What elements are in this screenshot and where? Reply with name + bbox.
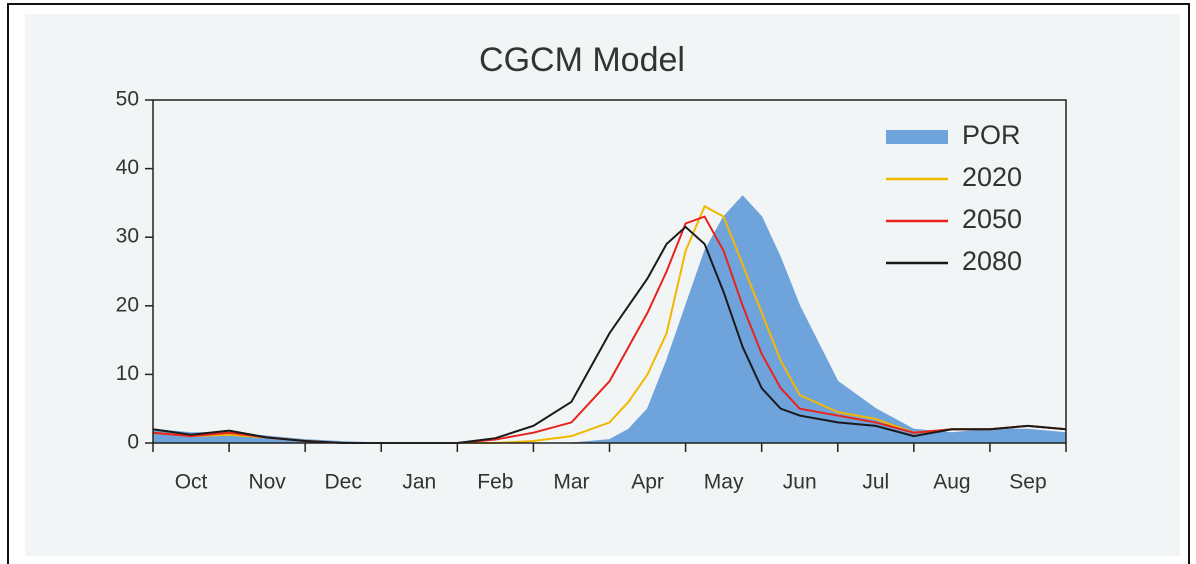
x-tick-label: Dec xyxy=(325,471,362,494)
plot-border xyxy=(152,99,1067,444)
x-tick-label: Aug xyxy=(933,471,970,494)
frame xyxy=(7,3,1190,564)
x-tick-label: Sep xyxy=(1009,471,1046,494)
legend-label: 2080 xyxy=(962,246,1022,276)
legend-label: 2020 xyxy=(962,162,1022,192)
chart-title: CGCM Model xyxy=(479,41,685,79)
legend-swatch xyxy=(886,130,948,144)
x-tick-label: Feb xyxy=(477,471,513,494)
plot-area xyxy=(153,100,1066,443)
x-tick-label: Oct xyxy=(175,471,208,494)
y-tick-label: 40 xyxy=(116,156,139,179)
y-tick-label: 30 xyxy=(116,225,139,248)
x-tick-label: Apr xyxy=(631,471,664,494)
y-tick-label: 50 xyxy=(116,88,139,111)
x-tick-label: May xyxy=(704,471,744,494)
y-tick-label: 10 xyxy=(116,362,139,385)
y-tick-label: 20 xyxy=(116,293,139,316)
legend-label: 2050 xyxy=(962,204,1022,234)
x-tick-label: Jun xyxy=(783,471,817,494)
x-tick-label: Nov xyxy=(248,471,286,494)
x-tick-label: Mar xyxy=(553,471,589,494)
y-tick-label: 0 xyxy=(127,431,139,454)
legend-label: POR xyxy=(962,120,1021,150)
x-tick-label: Jul xyxy=(862,471,889,494)
x-tick-label: Jan xyxy=(402,471,436,494)
